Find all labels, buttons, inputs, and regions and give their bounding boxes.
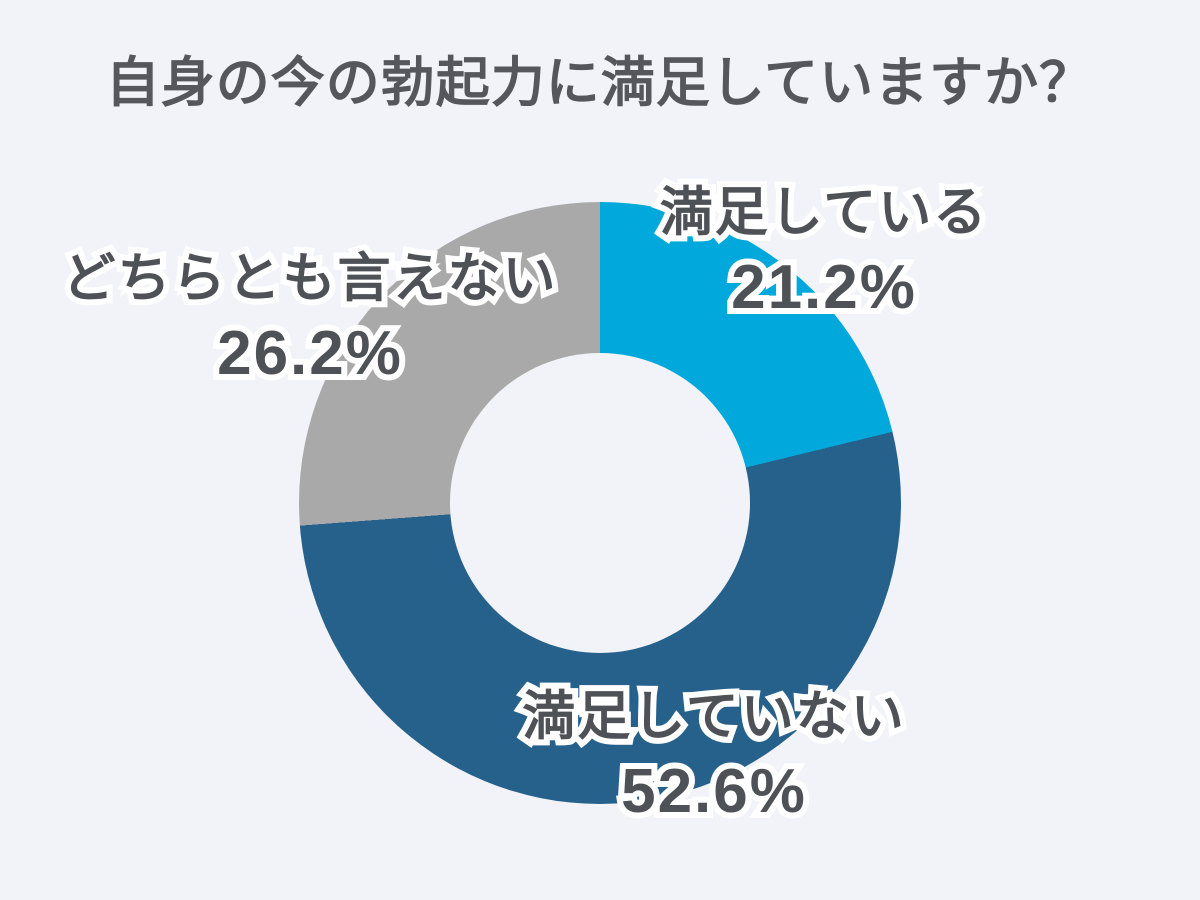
slice-label-unsatisfied: 満足していない 満足していない 52.6% 52.6% — [516, 684, 909, 829]
slice-label-satisfied-value: 21.2% 21.2% — [725, 251, 921, 325]
donut-hole — [450, 353, 750, 653]
chart-title: 自身の今の勃起力に満足していますか？ — [105, 53, 1095, 113]
slice-label-neutral-name: どちらとも言えない どちらとも言えない — [57, 246, 562, 311]
slice-label-unsatisfied-value: 52.6% 52.6% — [615, 755, 811, 829]
slice-label-satisfied-name: 満足している 満足している — [654, 180, 992, 245]
slice-label-unsatisfied-name: 満足していない 満足していない — [516, 684, 909, 749]
slice-label-neutral-value: 26.2% 26.2% — [211, 317, 407, 391]
slice-label-satisfied: 満足している 満足している 21.2% 21.2% — [654, 180, 992, 325]
slice-label-neutral: どちらとも言えない どちらとも言えない 26.2% 26.2% — [57, 246, 562, 391]
